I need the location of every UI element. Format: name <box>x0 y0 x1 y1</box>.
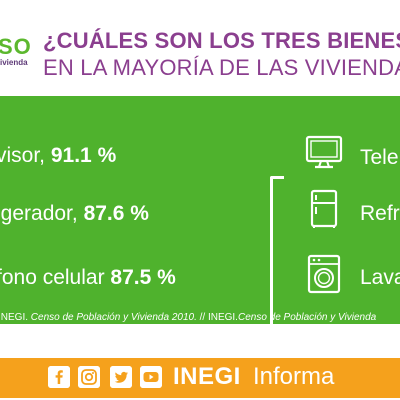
logo-subtext: ivienda <box>0 58 28 67</box>
footer: INEGI Informa <box>0 324 400 400</box>
green-panel: visor, 91.1 % igerador, 87.6 % fono celu… <box>0 96 400 324</box>
refrigerator-icon <box>304 189 344 229</box>
logo-text: SO <box>0 34 32 59</box>
item-name: fono celular <box>0 266 111 289</box>
source-title-2: Censo de Población y Vivienda <box>237 312 377 323</box>
source-separator: // INEGI. <box>196 312 238 323</box>
inegi-logo: INEGI <box>173 363 241 390</box>
item-percent: 87.6 % <box>83 202 149 225</box>
item-percent: 91.1 % <box>50 144 117 167</box>
footer-bar: INEGI Informa <box>0 358 400 398</box>
bracket-divider <box>270 176 284 324</box>
source-title-1: Censo de Población y Vivienda 2010. <box>30 312 197 323</box>
youtube-icon[interactable] <box>140 366 162 388</box>
item-cellphone: fono celular 87.5 % <box>0 266 176 290</box>
label-washer: Lava <box>360 266 400 289</box>
item-television: visor, 91.1 % <box>0 144 116 168</box>
item-percent: 87.5 % <box>110 266 176 289</box>
item-name: igerador, <box>0 202 84 225</box>
item-name: visor, <box>0 144 51 167</box>
label-refrigerator: Refr <box>360 202 400 225</box>
instagram-icon[interactable] <box>78 366 100 388</box>
label-television: Tele <box>360 146 399 169</box>
source-prefix: INEGI. <box>0 312 31 323</box>
title-line-2: EN LA MAYORÍA DE LAS VIVIENDA <box>43 55 400 80</box>
header: SO ivienda ¿CUÁLES SON LOS TRES BIENES E… <box>0 0 400 96</box>
washing-machine-icon <box>304 254 344 294</box>
item-refrigerator: igerador, 87.6 % <box>0 202 149 226</box>
source-note: INEGI. Censo de Población y Vivienda 201… <box>0 311 376 324</box>
inegi-informa-text: Informa <box>253 363 335 390</box>
television-icon <box>304 132 344 172</box>
title-line-1: ¿CUÁLES SON LOS TRES BIENES <box>43 28 400 53</box>
twitter-icon[interactable] <box>110 366 132 388</box>
facebook-icon[interactable] <box>48 366 70 388</box>
